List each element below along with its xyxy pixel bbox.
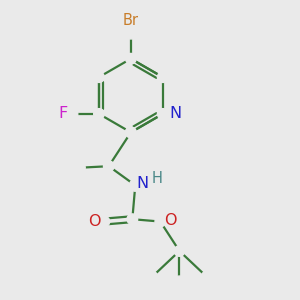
Text: Br: Br bbox=[123, 14, 139, 28]
Circle shape bbox=[126, 127, 136, 138]
Circle shape bbox=[175, 276, 184, 285]
Circle shape bbox=[126, 127, 136, 138]
Text: O: O bbox=[88, 214, 101, 229]
Circle shape bbox=[148, 272, 158, 280]
Circle shape bbox=[202, 272, 210, 280]
Text: N: N bbox=[136, 176, 148, 191]
Circle shape bbox=[129, 179, 141, 191]
Circle shape bbox=[126, 53, 136, 64]
Text: H: H bbox=[152, 171, 162, 186]
Circle shape bbox=[67, 109, 78, 119]
Circle shape bbox=[76, 163, 85, 172]
Text: O: O bbox=[164, 213, 176, 228]
Circle shape bbox=[94, 109, 104, 119]
Circle shape bbox=[94, 72, 104, 83]
Circle shape bbox=[174, 246, 185, 256]
Text: N: N bbox=[169, 106, 181, 122]
Circle shape bbox=[99, 216, 110, 227]
Circle shape bbox=[126, 28, 136, 39]
Circle shape bbox=[158, 109, 168, 119]
Circle shape bbox=[155, 216, 166, 227]
Circle shape bbox=[127, 214, 138, 224]
Circle shape bbox=[103, 161, 114, 172]
Text: F: F bbox=[59, 106, 68, 122]
Circle shape bbox=[158, 72, 168, 83]
